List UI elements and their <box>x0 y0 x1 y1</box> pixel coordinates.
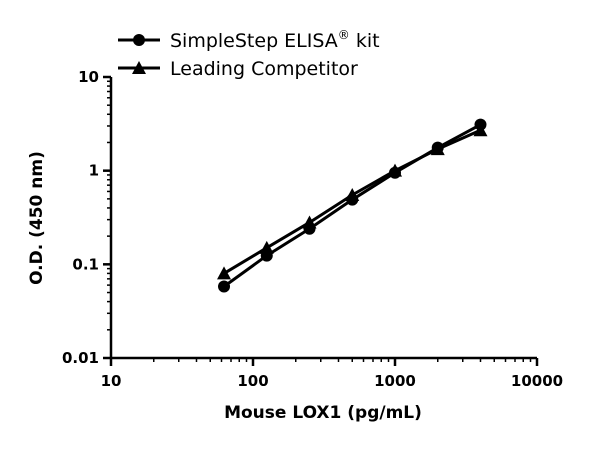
legend-item-simplestep: SimpleStep ELISA® kit <box>118 28 380 52</box>
data-point-triangle <box>388 163 402 177</box>
x-tick-label: 100 <box>237 372 268 390</box>
legend-label-competitor: Leading Competitor <box>170 58 358 80</box>
x-axis-label: Mouse LOX1 (pg/mL) <box>224 403 422 423</box>
triangle-marker-icon <box>132 61 146 74</box>
legend-item-competitor: Leading Competitor <box>118 58 358 80</box>
x-tick-label: 10 <box>101 372 122 390</box>
y-tick-label: 1 <box>89 162 99 180</box>
y-tick-label: 0.01 <box>62 349 99 367</box>
data-point-triangle <box>259 240 274 254</box>
legend: SimpleStep ELISA® kit Leading Competitor <box>118 28 380 80</box>
y-tick-label: 0.1 <box>72 255 99 273</box>
x-tick-label: 1000 <box>374 372 416 390</box>
data-point-triangle <box>302 215 317 229</box>
data-point-triangle <box>473 123 488 137</box>
y-axis-label: O.D. (450 nm) <box>27 151 47 285</box>
x-tick-label: 10000 <box>511 372 563 390</box>
y-tick-label: 10 <box>78 68 99 86</box>
data-point-triangle <box>345 187 360 201</box>
circle-marker-icon <box>133 34 145 46</box>
data-point-triangle <box>217 266 232 280</box>
legend-label-simplestep: SimpleStep ELISA® kit <box>170 28 380 52</box>
series <box>217 118 488 293</box>
data-point-circle <box>218 280 231 293</box>
data-point-triangle <box>430 142 445 156</box>
axes: 10 100 1000 10000 0.01 0.1 1 10 <box>62 68 563 390</box>
